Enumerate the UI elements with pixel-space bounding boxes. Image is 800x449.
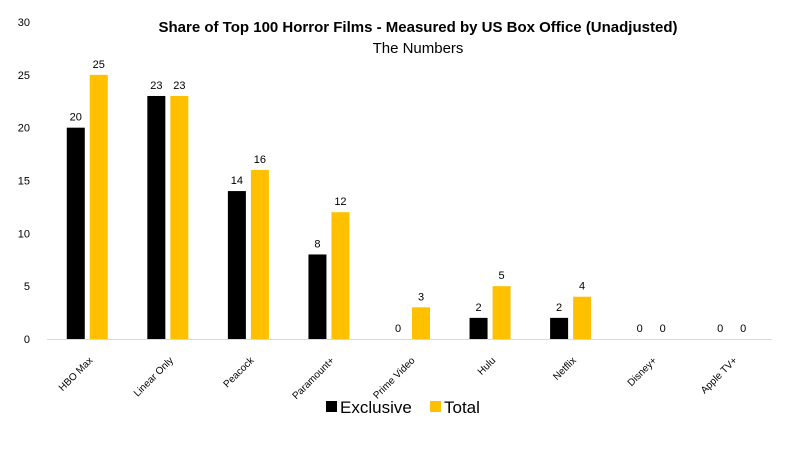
bar-total (412, 307, 430, 339)
bar-total (170, 95, 189, 339)
y-tick-label: 5 (24, 281, 30, 293)
data-label: 0 (717, 323, 723, 335)
bar-total (573, 296, 592, 339)
data-label: 12 (334, 196, 346, 208)
data-label: 0 (395, 323, 401, 335)
data-label: 3 (418, 291, 424, 303)
x-axis: HBO Max Linear Only Peacock Paramount+ Prime… (47, 339, 772, 402)
bar-total (89, 74, 108, 339)
x-category-label: Apple TV+ (699, 355, 740, 396)
data-label: 0 (637, 323, 643, 335)
data-label: 23 (173, 80, 185, 92)
bar-exclusive (550, 317, 569, 339)
data-label: 0 (740, 323, 746, 335)
data-label: 5 (498, 270, 504, 282)
data-label: 16 (254, 154, 266, 166)
x-category-label: Linear Only (132, 355, 176, 399)
x-category-label: Prime Video (371, 355, 417, 401)
bar-total (331, 212, 350, 339)
x-category-label: HBO Max (57, 355, 95, 393)
chart-title: Share of Top 100 Horror Films - Measured… (159, 19, 678, 36)
legend: Exclusive Total (326, 398, 480, 417)
data-label: 20 (70, 112, 82, 124)
data-label: 14 (231, 175, 243, 187)
bar-exclusive (147, 95, 166, 339)
x-category-label: Paramount+ (291, 355, 338, 402)
bar-exclusive (308, 254, 327, 339)
legend-label-exclusive: Exclusive (340, 398, 412, 417)
y-tick-label: 30 (18, 17, 30, 29)
x-category-label: Hulu (476, 355, 498, 377)
bar-exclusive (227, 191, 246, 339)
bar-total (250, 169, 269, 339)
data-label: 0 (660, 323, 666, 335)
y-tick-label: 10 (18, 228, 30, 240)
y-tick-label: 15 (18, 176, 30, 188)
data-label: 23 (150, 80, 162, 92)
y-axis: 0 5 10 15 20 25 30 (18, 17, 30, 346)
legend-swatch-exclusive (326, 401, 337, 412)
bar-exclusive (469, 317, 488, 339)
data-label: 2 (556, 302, 562, 314)
data-label: 8 (314, 238, 320, 250)
x-category-label: Peacock (222, 355, 258, 391)
y-tick-label: 20 (18, 123, 30, 135)
y-tick-label: 25 (18, 70, 30, 82)
legend-swatch-total (430, 401, 441, 412)
bar-total (492, 286, 511, 339)
x-category-label: Disney+ (626, 355, 660, 389)
chart-subtitle: The Numbers (373, 40, 464, 57)
data-label: 4 (579, 281, 585, 293)
x-category-label: Netflix (551, 355, 578, 382)
bar-exclusive (66, 127, 85, 340)
data-label: 25 (93, 59, 105, 71)
data-label: 2 (475, 302, 481, 314)
y-tick-label: 0 (24, 334, 30, 346)
legend-label-total: Total (444, 398, 480, 417)
